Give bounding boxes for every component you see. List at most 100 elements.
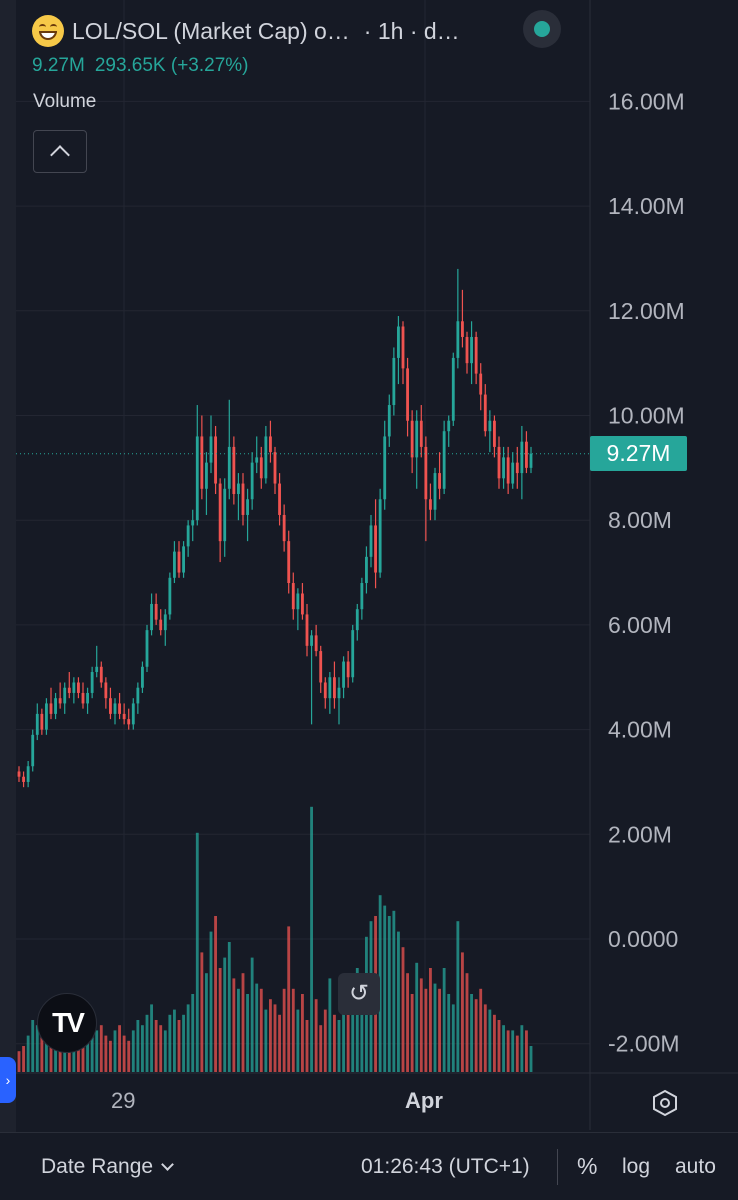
candle-body <box>141 666 144 688</box>
candle-body <box>113 703 117 714</box>
candle-body <box>520 441 524 474</box>
price-tick-label: 4.00M <box>608 717 672 743</box>
settings-hexagon-icon[interactable] <box>651 1089 679 1117</box>
candle-body <box>387 405 391 437</box>
candle-body <box>255 457 259 463</box>
clock-display[interactable]: 01:26:43 (UTC+1) <box>361 1155 530 1178</box>
candle-body <box>232 446 236 495</box>
volume-bar <box>424 988 428 1072</box>
percent-scale-toggle[interactable]: % <box>577 1153 598 1179</box>
volume-bar <box>195 832 199 1072</box>
volume-bar <box>186 1004 190 1072</box>
volume-bar <box>255 983 259 1072</box>
candle-body <box>49 703 53 714</box>
date-range-label: Date Range <box>41 1155 154 1178</box>
volume-bar <box>145 1014 149 1072</box>
chart-svg[interactable]: 16.00M 14.00M 12.00M 10.00M 8.00M 6.00M 4.00M 2… <box>16 0 738 1130</box>
volume-bar <box>273 1004 277 1072</box>
volume-bar <box>291 988 295 1072</box>
tradingview-logo-icon[interactable]: TV <box>37 993 97 1053</box>
candle-body <box>488 420 492 432</box>
candle-body <box>355 609 359 631</box>
volume-bar <box>419 978 423 1072</box>
volume-bar <box>227 942 231 1072</box>
candle-body <box>259 457 263 479</box>
chart-area[interactable]: 16.00M 14.00M 12.00M 10.00M 8.00M 6.00M 4.00M 2… <box>16 0 738 1130</box>
reset-chart-button[interactable]: ↺ <box>338 973 380 1015</box>
collapse-legend-button[interactable] <box>33 130 87 173</box>
volume-bar <box>264 1009 268 1072</box>
volume-bar <box>104 1035 108 1072</box>
volume-bar <box>17 1051 21 1072</box>
grid-lines <box>16 0 738 1130</box>
candle-body <box>346 661 350 678</box>
candle-body <box>378 499 382 573</box>
candle-body <box>40 713 44 730</box>
volume-bar <box>77 1030 80 1072</box>
candle-body <box>451 357 455 421</box>
candle-body <box>282 514 286 542</box>
candle-body <box>109 698 112 714</box>
candle-body <box>511 462 515 484</box>
candle-body <box>264 436 268 479</box>
candle-body <box>168 577 172 615</box>
volume-bar <box>392 910 396 1072</box>
chevron-up-icon <box>50 145 70 165</box>
volume-bar <box>81 1035 85 1072</box>
volume-bar <box>200 952 204 1072</box>
candle-body <box>163 614 167 631</box>
candle-body <box>218 483 222 542</box>
log-scale-toggle[interactable]: log <box>622 1155 651 1178</box>
volume-bar <box>90 1020 94 1072</box>
volume-bar <box>360 978 364 1072</box>
volume-bar <box>40 1014 44 1072</box>
volume-bar <box>168 1014 172 1072</box>
candle-body <box>424 446 428 500</box>
candle-body <box>365 556 368 584</box>
market-status-indicator[interactable] <box>523 10 561 48</box>
chevron-down-icon <box>161 1158 174 1171</box>
candle-body <box>237 483 240 495</box>
volume-bar <box>109 1040 112 1072</box>
price-tick-label: 14.00M <box>608 193 685 219</box>
volume-bar <box>456 921 460 1072</box>
candle-body <box>145 630 149 667</box>
volume-bar <box>515 1035 519 1072</box>
candle-body <box>241 483 245 515</box>
volume-bar <box>141 1025 144 1072</box>
candle-body <box>502 457 505 479</box>
auto-scale-toggle[interactable]: auto <box>675 1155 716 1178</box>
candle-body <box>35 713 39 735</box>
candle-body <box>191 520 195 526</box>
volume-bar <box>305 1020 309 1072</box>
volume-bar <box>99 1025 103 1072</box>
candle-body <box>209 436 213 463</box>
volume-bar <box>223 957 227 1072</box>
symbol-title[interactable]: LOL/SOL (Market Cap) o… <box>72 17 350 44</box>
expand-toolbar-toggle[interactable]: › <box>0 1057 16 1103</box>
candle-body <box>369 525 373 557</box>
candle-body <box>214 436 217 484</box>
symbol-header[interactable]: LOL/SOL (Market Cap) o… · 1h · d… <box>32 14 592 48</box>
volume-bar <box>451 1004 455 1072</box>
candle-body <box>154 603 158 620</box>
candle-body <box>291 583 295 610</box>
volume-bar <box>45 1030 48 1072</box>
volume-bar <box>278 1014 281 1072</box>
candle-body <box>447 420 451 432</box>
candle-body <box>479 373 483 395</box>
candle-body <box>456 321 460 358</box>
candle-body <box>118 703 121 714</box>
volume-bar <box>205 973 208 1072</box>
volume-bar <box>310 806 313 1072</box>
candle-body <box>58 698 62 704</box>
volume-bar <box>383 905 387 1072</box>
candle-body <box>529 453 533 468</box>
candle-body <box>406 368 409 421</box>
volume-bar <box>488 1009 492 1072</box>
date-range-button[interactable]: Date Range <box>41 1155 174 1179</box>
interval-label[interactable]: · 1h · d… <box>363 17 460 44</box>
volume-bar <box>191 994 195 1072</box>
candle-body <box>410 420 414 458</box>
candle-body <box>497 446 501 479</box>
